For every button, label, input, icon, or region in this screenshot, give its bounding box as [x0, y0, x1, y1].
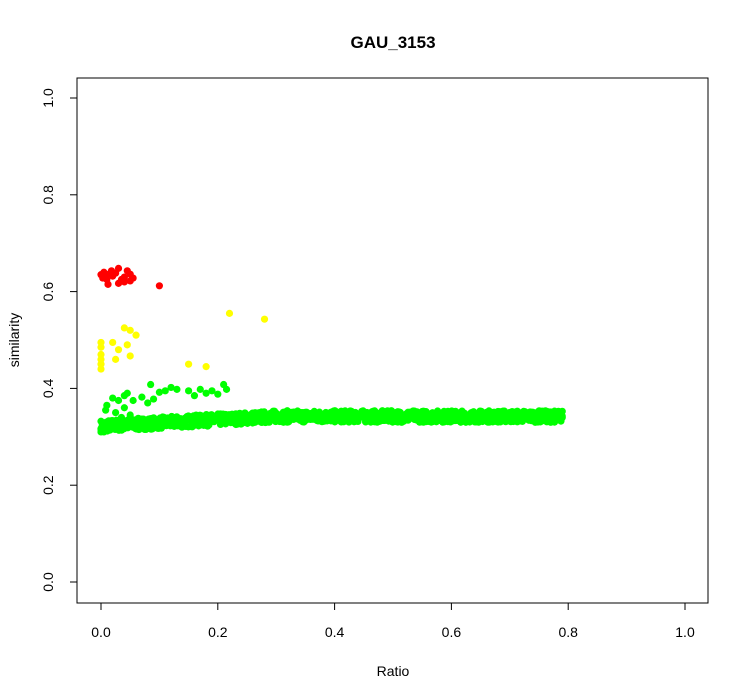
scatter-point: [114, 264, 123, 272]
x-tick-label: 0.0: [91, 624, 111, 640]
y-tick-label: 1.0: [40, 88, 56, 108]
scatter-point: [190, 392, 199, 400]
scatter-point: [120, 278, 128, 286]
scatter-point: [123, 389, 131, 397]
x-axis-label: Ratio: [377, 663, 410, 679]
scatter-point: [149, 395, 158, 403]
scatter-point: [126, 422, 134, 430]
scatter-point: [214, 390, 222, 398]
scatter-point: [112, 409, 120, 417]
y-tick-label: 0.4: [40, 378, 56, 398]
scatter-point: [126, 411, 134, 419]
scatter-point: [100, 428, 108, 436]
x-tick-label: 1.0: [675, 624, 695, 640]
scatter-point: [225, 309, 234, 317]
scatter-point: [120, 324, 128, 332]
scatter-point: [155, 388, 163, 396]
scatter-point: [114, 419, 123, 427]
plot-box: [76, 77, 709, 604]
y-tick-label: 0.8: [40, 185, 56, 205]
scatter-point: [161, 387, 169, 395]
y-tick-label: 0.0: [40, 572, 56, 592]
scatter-point: [97, 343, 105, 351]
scatter-point: [196, 385, 204, 393]
scatter-point: [123, 341, 131, 349]
scatter-point: [185, 360, 193, 368]
scatter-point: [135, 425, 143, 434]
scatter-point: [147, 380, 155, 389]
band-point: [558, 407, 566, 415]
scatter-point: [132, 331, 140, 339]
x-tick-label: 0.6: [442, 624, 462, 640]
scatter-point: [185, 387, 193, 395]
band-point: [558, 413, 566, 422]
scatter-point: [109, 424, 117, 432]
y-tick-label: 0.6: [40, 282, 56, 302]
scatter-point: [120, 424, 128, 432]
scatter-point: [202, 389, 210, 397]
scatter-point: [117, 413, 126, 422]
scatter-point: [103, 401, 111, 409]
scatter-point: [120, 404, 128, 412]
scatter-point: [104, 280, 112, 288]
x-axis: 0.0 0.2 0.4 0.6 0.8 1.0: [91, 602, 695, 640]
scatter-point: [109, 338, 117, 347]
scatter-point: [152, 416, 161, 424]
scatter-point: [141, 422, 149, 430]
scatter-point: [112, 355, 120, 363]
scatter-point: [155, 282, 163, 290]
x-tick-label: 0.2: [208, 624, 228, 640]
x-tick-label: 0.8: [558, 624, 578, 640]
y-tick-label: 0.2: [40, 475, 56, 495]
scatter-point: [132, 418, 140, 426]
scatter-point: [109, 394, 117, 402]
scatter-point: [173, 385, 181, 393]
scatter-point: [208, 387, 216, 395]
x-tick-label: 0.4: [325, 624, 345, 640]
scatter-point: [144, 399, 152, 407]
data-points: [97, 264, 566, 436]
chart-title: GAU_3153: [350, 33, 435, 52]
y-axis-label: similarity: [6, 313, 22, 367]
scatter-point: [126, 326, 134, 334]
scatter-point: [129, 274, 137, 282]
scatter-point: [260, 315, 269, 323]
scatter-point: [114, 396, 123, 405]
scatter-point: [222, 385, 231, 393]
scatter-point: [129, 396, 137, 405]
scatter-point: [167, 383, 175, 392]
scatter-point: [97, 365, 105, 373]
scatter-point: [138, 393, 146, 401]
scatter-point: [114, 346, 123, 354]
scatter-point: [126, 352, 134, 360]
scatter-point: [202, 363, 210, 371]
y-axis: 0.0 0.2 0.4 0.6 0.8 1.0: [40, 88, 78, 592]
